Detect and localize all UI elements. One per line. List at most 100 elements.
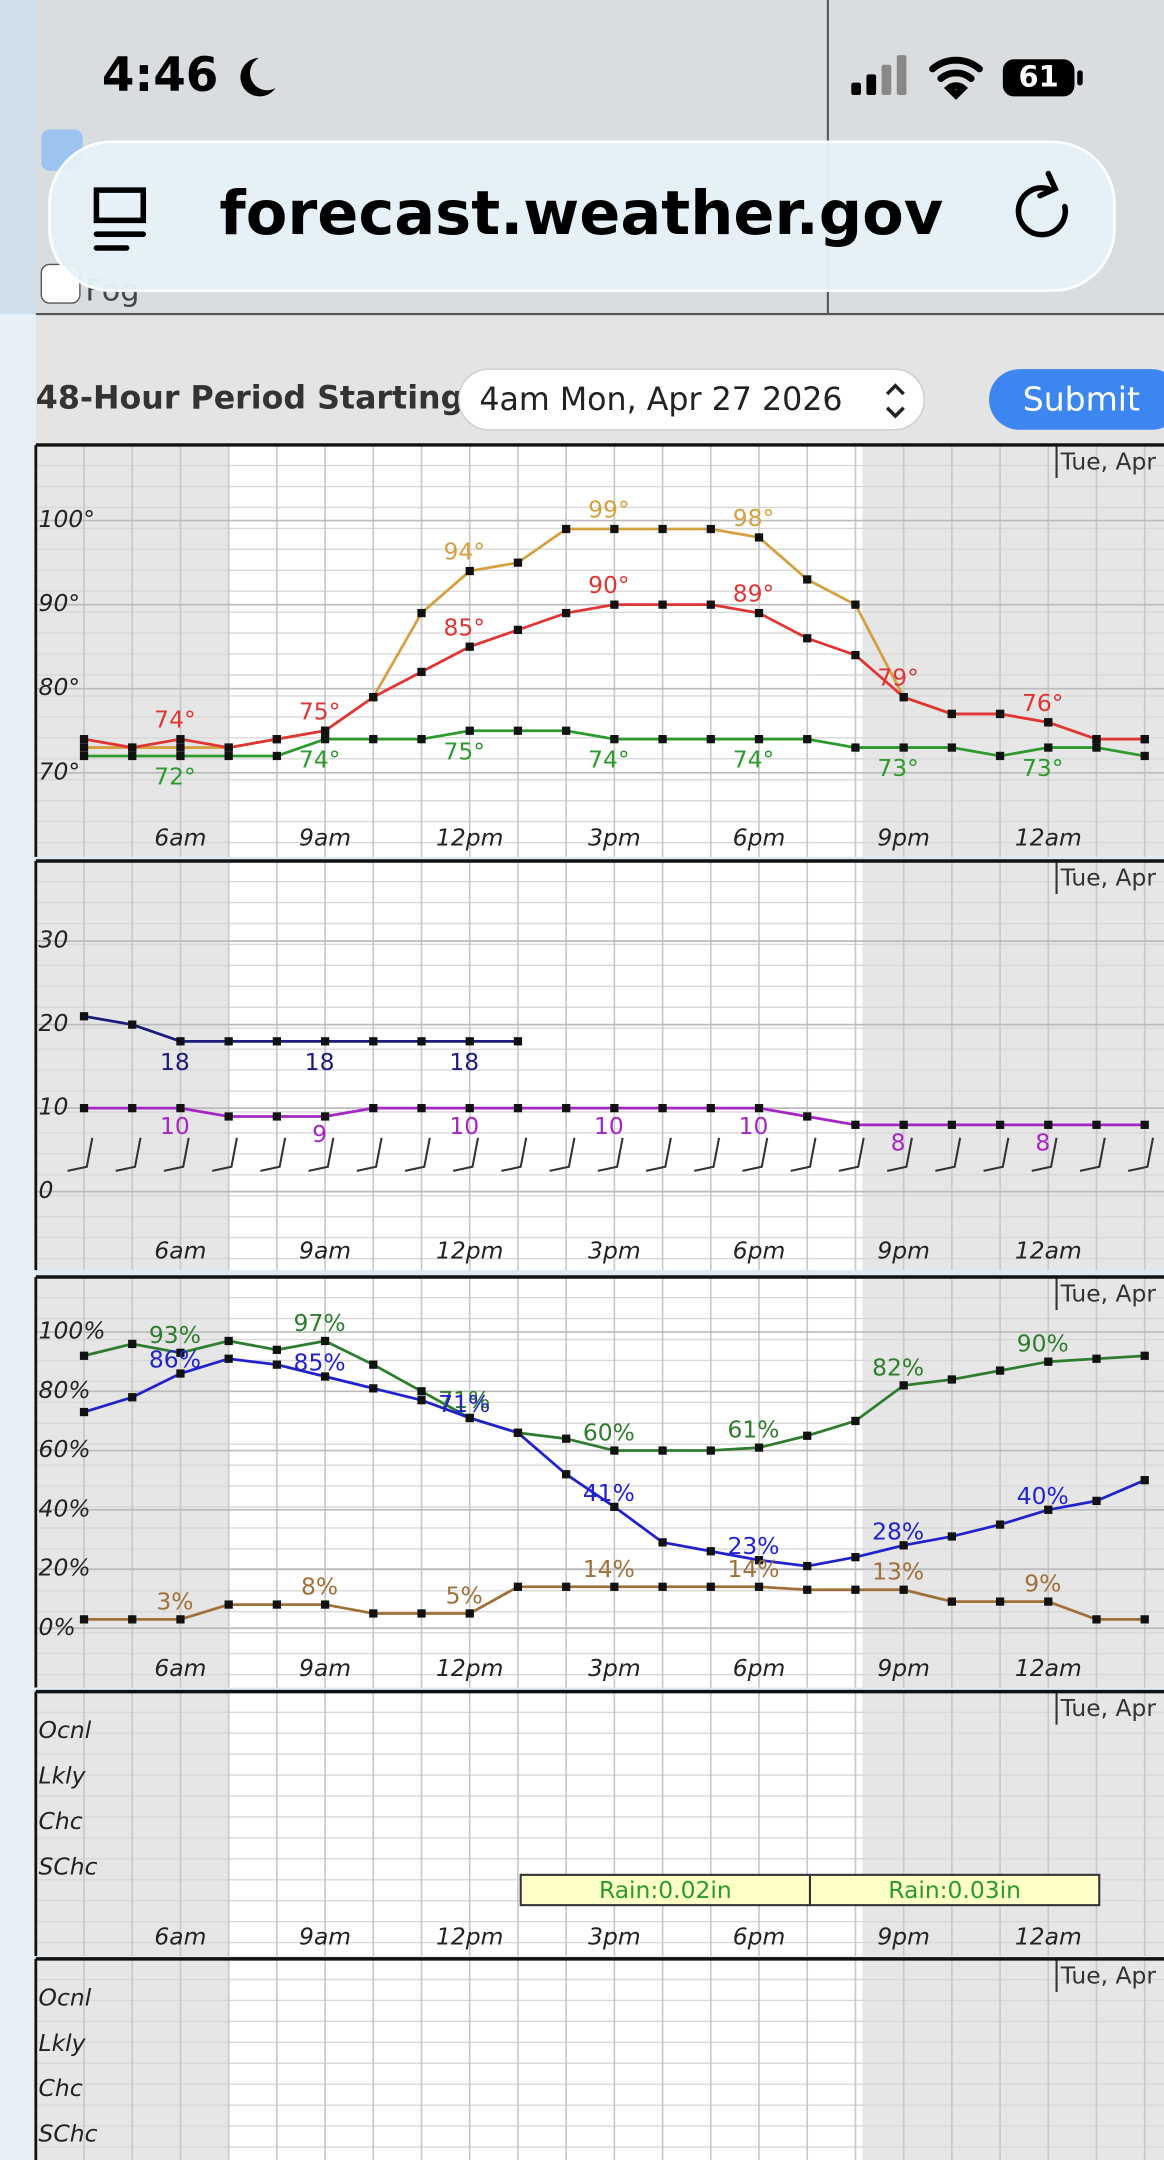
data-point bbox=[417, 1037, 426, 1046]
data-point bbox=[1092, 735, 1101, 744]
period-value[interactable]: 4am Mon, Apr 27 2026 bbox=[479, 382, 842, 418]
data-label: 76° bbox=[1022, 689, 1063, 717]
x-tick-label: 12am bbox=[1015, 1237, 1082, 1265]
data-point bbox=[128, 1339, 137, 1349]
data-point bbox=[851, 1553, 860, 1562]
panel-header: Tue, Apr bbox=[1060, 447, 1157, 475]
data-point bbox=[224, 1037, 233, 1046]
wind-barb bbox=[163, 1137, 190, 1172]
data-label: 8 bbox=[1035, 1129, 1050, 1157]
x-tick-label: 6am bbox=[154, 1237, 206, 1265]
data-point bbox=[1140, 751, 1149, 761]
data-point bbox=[128, 1393, 137, 1402]
data-point bbox=[899, 1541, 908, 1550]
data-point bbox=[465, 1037, 474, 1046]
data-point bbox=[320, 1037, 330, 1046]
data-label: 73° bbox=[877, 754, 918, 782]
data-point bbox=[658, 735, 667, 744]
x-tick-label: 6pm bbox=[733, 1237, 786, 1265]
data-label: 85% bbox=[294, 1349, 346, 1377]
data-point bbox=[1092, 1120, 1101, 1129]
night-shade bbox=[862, 444, 1164, 857]
data-point bbox=[947, 743, 956, 752]
data-point bbox=[610, 1582, 619, 1591]
data-point bbox=[706, 1582, 715, 1591]
level-label: Ocnl bbox=[39, 1716, 92, 1744]
data-label: 10 bbox=[160, 1112, 190, 1140]
x-tick-label: 12pm bbox=[436, 1654, 503, 1682]
data-point bbox=[1140, 735, 1149, 744]
data-label: 9% bbox=[1024, 1570, 1061, 1598]
data-label: 93% bbox=[149, 1321, 201, 1349]
data-point bbox=[562, 1103, 571, 1113]
data-point bbox=[128, 1615, 137, 1624]
data-point bbox=[562, 726, 571, 735]
y-tick-label: 60% bbox=[39, 1435, 91, 1463]
data-point bbox=[369, 1037, 378, 1046]
reader-icon[interactable] bbox=[93, 187, 147, 251]
level-label: Chc bbox=[39, 2074, 83, 2102]
data-label: 10 bbox=[449, 1112, 479, 1140]
data-point bbox=[369, 1609, 378, 1618]
data-point bbox=[465, 642, 474, 651]
reload-icon[interactable] bbox=[1015, 170, 1069, 238]
x-tick-label: 6pm bbox=[733, 823, 786, 851]
level-label: SChc bbox=[39, 2120, 98, 2148]
level-label: Lkly bbox=[39, 1762, 87, 1790]
data-point bbox=[995, 1597, 1005, 1606]
data-point bbox=[513, 1037, 523, 1046]
data-point bbox=[465, 566, 474, 576]
data-point bbox=[1044, 743, 1053, 752]
data-label: 97% bbox=[294, 1309, 346, 1337]
data-label: 74° bbox=[588, 746, 629, 774]
data-point bbox=[995, 751, 1005, 761]
data-label: 8 bbox=[891, 1129, 906, 1157]
wind-barb bbox=[1127, 1137, 1154, 1172]
submit-button[interactable] bbox=[989, 369, 1164, 430]
data-point bbox=[224, 751, 233, 761]
data-label: 10 bbox=[739, 1112, 769, 1140]
moon-icon bbox=[240, 57, 276, 97]
data-point bbox=[79, 1012, 89, 1021]
data-point bbox=[369, 1360, 378, 1369]
data-label: 10 bbox=[594, 1112, 624, 1140]
level-label: Lkly bbox=[39, 2029, 87, 2057]
data-point bbox=[513, 1103, 523, 1113]
signal-bar bbox=[881, 64, 892, 96]
data-point bbox=[79, 1407, 89, 1417]
wind-barb bbox=[404, 1137, 431, 1172]
wind-barb bbox=[501, 1137, 528, 1172]
data-label: 75° bbox=[443, 737, 484, 765]
data-label: 89° bbox=[733, 580, 774, 608]
wind-barb bbox=[742, 1137, 769, 1172]
data-point bbox=[562, 608, 571, 618]
wifi-icon bbox=[929, 56, 983, 100]
data-label: 41% bbox=[583, 1479, 635, 1507]
night-shade bbox=[862, 1276, 1164, 1688]
data-point bbox=[562, 1434, 571, 1443]
data-point bbox=[513, 625, 523, 635]
data-point bbox=[79, 751, 89, 761]
data-point bbox=[899, 692, 908, 702]
data-point bbox=[320, 1336, 330, 1346]
period-select[interactable] bbox=[458, 368, 926, 431]
x-tick-label: 9am bbox=[299, 1654, 351, 1682]
data-label: 60% bbox=[583, 1419, 635, 1447]
rain-box bbox=[519, 1873, 812, 1907]
panel-header: Tue, Apr bbox=[1060, 863, 1157, 891]
data-point bbox=[176, 1103, 185, 1113]
wind-barb bbox=[308, 1137, 335, 1172]
wind-barb bbox=[356, 1137, 383, 1172]
data-point bbox=[320, 1600, 330, 1609]
data-label: 82% bbox=[872, 1353, 924, 1381]
data-point bbox=[176, 1037, 185, 1046]
submit-label[interactable]: Submit bbox=[1023, 379, 1140, 418]
data-point bbox=[610, 735, 619, 744]
url-bar[interactable] bbox=[48, 140, 1116, 293]
y-tick-label: 80% bbox=[39, 1376, 91, 1404]
battery bbox=[1002, 59, 1075, 97]
data-point bbox=[369, 1103, 378, 1113]
url[interactable]: forecast.weather.gov bbox=[219, 179, 943, 249]
